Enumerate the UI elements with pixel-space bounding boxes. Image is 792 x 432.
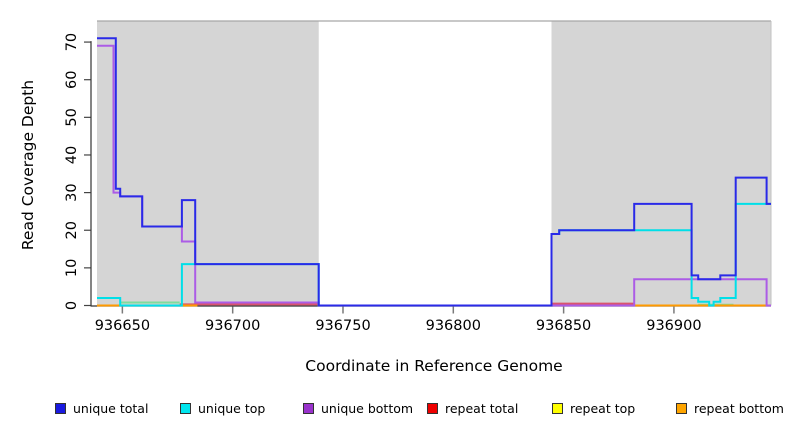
y-tick-label: 60: [64, 70, 80, 88]
legend-swatch-unique-total: [55, 402, 66, 414]
y-tick-label: 30: [64, 183, 80, 201]
y-tick-label: 70: [64, 33, 80, 51]
y-tick-label: 0: [64, 301, 80, 310]
x-tick-label: 936700: [205, 318, 260, 334]
y-tick-label: 40: [64, 146, 80, 164]
legend-item-unique-bottom: unique bottom: [303, 398, 413, 418]
series-line-unique-total: [97, 37, 771, 307]
x-tick-label: 936650: [95, 318, 150, 334]
y-axis-title: Read Coverage Depth: [19, 79, 37, 251]
legend-swatch-repeat-total: [427, 402, 438, 414]
y-tick-label: 50: [64, 108, 80, 126]
legend-item-repeat-bottom: repeat bottom: [676, 398, 784, 418]
y-tick-label: 10: [64, 259, 80, 277]
legend-swatch-repeat-top: [552, 402, 563, 414]
x-tick-label: 936750: [315, 318, 370, 334]
legend-label: repeat top: [570, 400, 636, 416]
legend-swatch-unique-bottom: [303, 402, 314, 414]
legend-item-unique-total: unique total: [55, 398, 148, 418]
legend-label: unique total: [73, 400, 149, 416]
right-shaded-region: [551, 21, 771, 306]
x-tick-label: 936900: [646, 318, 701, 334]
x-axis-title: Coordinate in Reference Genome: [305, 357, 563, 375]
y-tick-label: 20: [64, 221, 80, 239]
x-tick-label: 936850: [536, 318, 591, 334]
legend-item-repeat-total: repeat total: [427, 398, 518, 418]
legend: unique total unique top unique bottom re…: [0, 398, 792, 422]
series-line-unique-bottom: [97, 44, 771, 307]
legend-label: repeat bottom: [694, 400, 784, 416]
legend-label: unique top: [198, 400, 266, 416]
x-tick-label: 936800: [426, 318, 481, 334]
legend-label: unique bottom: [321, 400, 414, 416]
legend-swatch-unique-top: [180, 402, 191, 414]
legend-item-repeat-top: repeat top: [552, 398, 635, 418]
legend-label: repeat total: [445, 400, 519, 416]
left-shaded-region: [97, 21, 319, 306]
legend-swatch-repeat-bottom: [676, 402, 687, 414]
legend-item-unique-top: unique top: [180, 398, 265, 418]
